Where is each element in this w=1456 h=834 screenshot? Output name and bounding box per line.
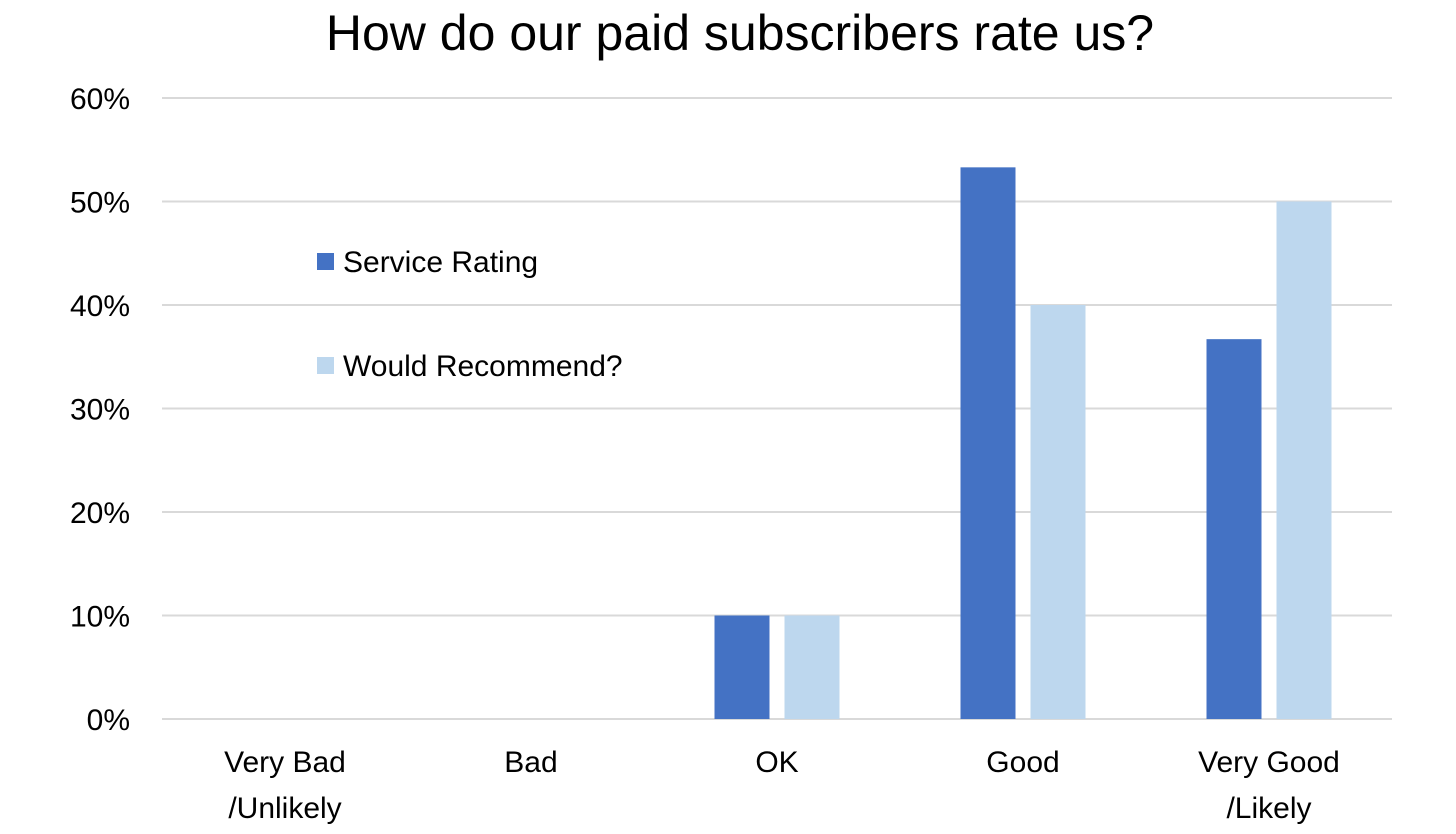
bars <box>714 167 1332 720</box>
legend-swatch <box>317 253 334 270</box>
y-tick-label: 30% <box>70 394 130 427</box>
x-category-label: OK <box>755 746 798 779</box>
y-axis-ticks: 0% 10% 20% 30% 40% 50% 60% <box>70 83 130 737</box>
bar-service-rating <box>960 167 1016 720</box>
y-tick-label: 20% <box>70 497 130 530</box>
legend-swatch <box>317 357 334 374</box>
x-category-label: /Unlikely <box>228 792 341 825</box>
chart-title: How do our paid subscribers rate us? <box>326 5 1154 61</box>
gridlines <box>162 97 1392 720</box>
bar-would-recommend <box>784 615 840 719</box>
bar-would-recommend <box>1030 305 1086 719</box>
x-axis-categories: Very Bad/Unlikely Bad OK Good Very Good/Like… <box>224 746 1340 825</box>
bar-service-rating <box>1206 339 1262 719</box>
legend: Service Rating Would Recommend? <box>317 246 623 383</box>
x-category-label: Good <box>986 746 1059 779</box>
bar-would-recommend <box>1276 201 1332 719</box>
x-category-label: Bad <box>504 746 557 779</box>
legend-label: Would Recommend? <box>343 350 623 383</box>
y-tick-label: 60% <box>70 83 130 116</box>
y-tick-label: 40% <box>70 290 130 323</box>
x-category-label: /Likely <box>1226 792 1311 825</box>
bar-service-rating <box>714 615 770 719</box>
x-category-label: Very Bad <box>224 746 346 779</box>
x-category-label: Very Good <box>1198 746 1340 779</box>
legend-label: Service Rating <box>343 246 538 279</box>
y-tick-label: 0% <box>87 704 130 737</box>
y-tick-label: 50% <box>70 187 130 220</box>
y-tick-label: 10% <box>70 601 130 634</box>
